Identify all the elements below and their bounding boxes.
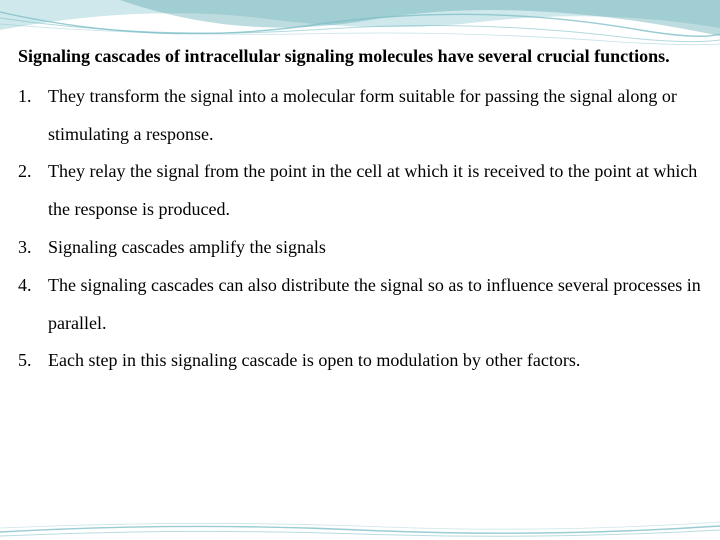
bottom-wave-decoration xyxy=(0,520,720,540)
numbered-list: They transform the signal into a molecul… xyxy=(18,78,702,380)
list-item: The signaling cascades can also distribu… xyxy=(18,267,702,343)
list-item: Signaling cascades amplify the signals xyxy=(18,229,702,267)
slide-content: Signaling cascades of intracellular sign… xyxy=(0,0,720,380)
list-item: They relay the signal from the point in … xyxy=(18,153,702,229)
list-item: Each step in this signaling cascade is o… xyxy=(18,342,702,380)
list-item: They transform the signal into a molecul… xyxy=(18,78,702,154)
slide-heading: Signaling cascades of intracellular sign… xyxy=(18,38,702,76)
